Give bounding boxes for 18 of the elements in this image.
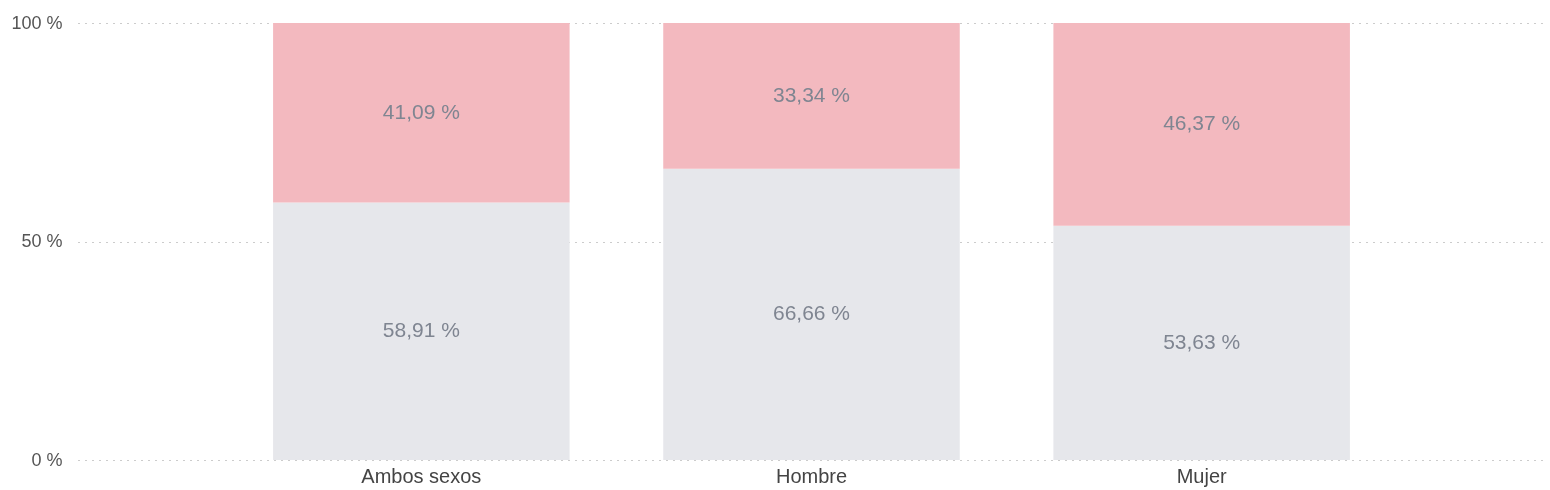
y-tick-label: 100 % [11, 12, 63, 33]
x-tick-label: Hombre [775, 464, 848, 487]
bar [1053, 225, 1350, 460]
data-label: 58,91 % [382, 318, 460, 342]
bar [663, 23, 960, 169]
data-label: 66,66 % [772, 301, 851, 325]
data-label: 46,37 % [1163, 111, 1241, 135]
data-label: 53,63 % [1163, 329, 1241, 353]
x-tick-label: Ambos sexos [361, 464, 482, 487]
data-label: 41,09 % [382, 99, 460, 123]
bar [663, 168, 960, 460]
bar [273, 202, 570, 460]
data-label: 33,34 % [772, 82, 851, 106]
bar [273, 23, 570, 203]
y-tick-label: 50 % [21, 231, 63, 251]
x-tick-label: Mujer [1176, 464, 1227, 487]
y-tick-label: 0 % [31, 449, 63, 470]
bar [1053, 23, 1350, 226]
